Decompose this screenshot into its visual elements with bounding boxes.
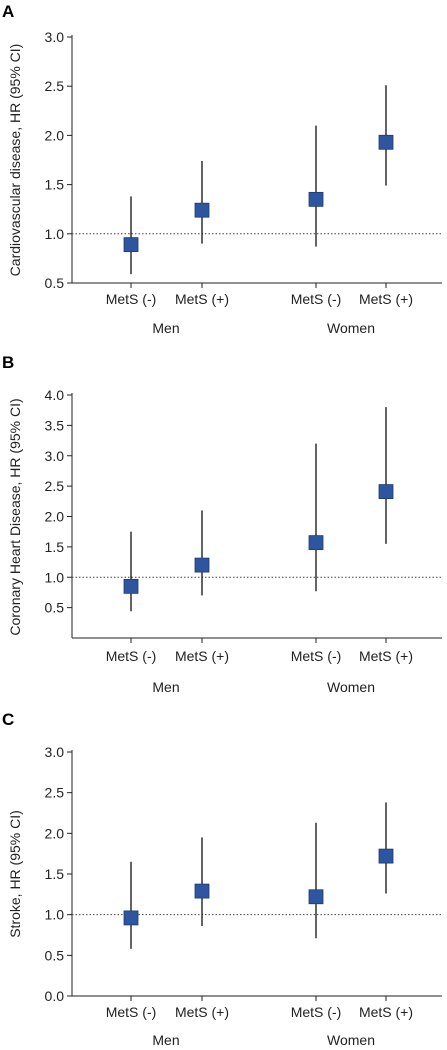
group-label-women: Women	[327, 1032, 375, 1048]
group-label-men: Men	[152, 1032, 179, 1048]
y-tick-label: 1.5	[45, 177, 65, 193]
hr-point-marker	[308, 535, 324, 551]
y-tick-label: 1.0	[45, 569, 65, 585]
x-category-label: MetS (-)	[291, 1004, 342, 1020]
hr-point-marker	[194, 883, 210, 899]
panel-c: C Stroke, HR (95% CI) 0.0 0.5 1.0 1.5 2.0 2.5 3.…	[2, 710, 442, 1048]
panel-b: B Coronary Heart Disease, HR (95% CI) 0.5 1…	[2, 353, 442, 695]
y-tick-label: 2.5	[45, 78, 65, 94]
y-tick-label: 0.5	[45, 600, 65, 616]
x-category-label: MetS (-)	[106, 648, 157, 664]
y-tick-label: 1.5	[45, 539, 65, 555]
x-category-label: MetS (+)	[175, 291, 229, 307]
x-category-label: MetS (+)	[359, 648, 413, 664]
x-category-label: MetS (-)	[291, 291, 342, 307]
panel-letter: B	[2, 353, 14, 372]
x-category-label: MetS (-)	[291, 648, 342, 664]
hr-point-marker	[378, 134, 394, 150]
y-tick-label: 0.5	[45, 275, 65, 291]
y-tick-label: 2.0	[45, 127, 65, 143]
y-tick-label: 1.0	[45, 907, 65, 923]
hr-point-marker	[194, 202, 210, 218]
y-tick-label: 2.5	[45, 785, 65, 801]
hr-point-marker	[123, 237, 139, 253]
y-tick-label: 0.0	[45, 988, 65, 1004]
x-category-label: MetS (-)	[106, 1004, 157, 1020]
hr-point-marker	[308, 889, 324, 905]
hr-point-marker	[378, 484, 394, 499]
y-axis-title: Coronary Heart Disease, HR (95% CI)	[7, 398, 23, 635]
x-category-label: MetS (+)	[359, 291, 413, 307]
y-tick-label: 1.0	[45, 226, 65, 242]
y-tick-label: 3.0	[45, 448, 65, 464]
y-tick-label: 2.5	[45, 478, 65, 494]
y-tick-label: 2.0	[45, 825, 65, 841]
panel-a: A Cardiovascular disease, HR (95% CI) 0.5 1…	[2, 2, 442, 336]
hr-point-marker	[194, 557, 210, 573]
y-tick-label: 0.5	[45, 947, 65, 963]
y-tick-label: 3.0	[45, 29, 65, 45]
panel-letter: C	[2, 710, 14, 729]
group-label-men: Men	[152, 679, 179, 695]
hr-point-marker	[308, 191, 324, 207]
group-label-women: Women	[327, 320, 375, 336]
y-tick-label: 3.5	[45, 417, 65, 433]
y-axis-title: Cardiovascular disease, HR (95% CI)	[7, 44, 23, 277]
y-tick-label: 2.0	[45, 509, 65, 525]
x-category-label: MetS (+)	[175, 1004, 229, 1020]
y-tick-label: 3.0	[45, 744, 65, 760]
panel-letter: A	[2, 2, 14, 21]
hr-point-marker	[123, 578, 139, 594]
hr-point-marker	[378, 848, 394, 864]
y-axis-title: Stroke, HR (95% CI)	[7, 810, 23, 938]
y-tick-label: 4.0	[45, 387, 65, 403]
y-tick-label: 1.5	[45, 866, 65, 882]
x-category-label: MetS (+)	[359, 1004, 413, 1020]
hr-point-marker	[123, 910, 139, 926]
x-category-label: MetS (+)	[175, 648, 229, 664]
group-label-men: Men	[152, 320, 179, 336]
group-label-women: Women	[327, 679, 375, 695]
x-category-label: MetS (-)	[106, 291, 157, 307]
